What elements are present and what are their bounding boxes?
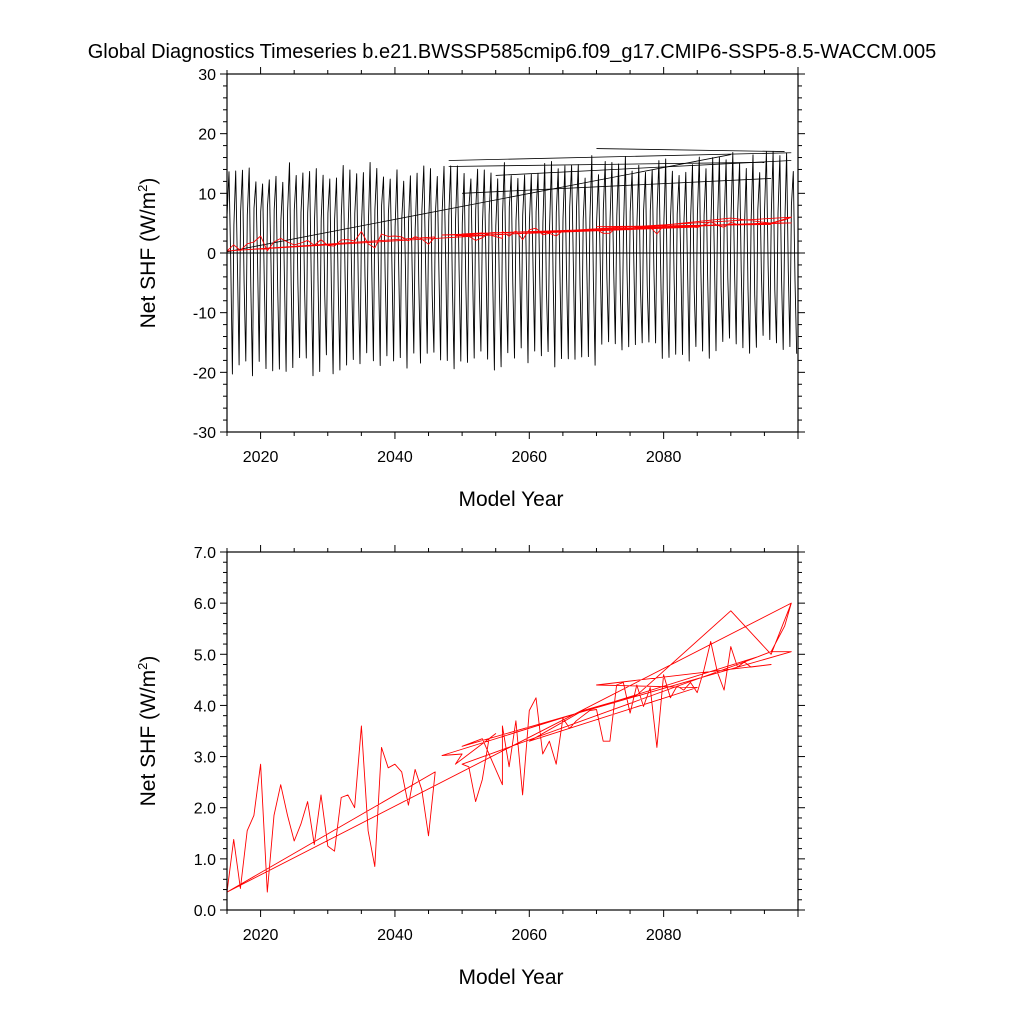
y-axis-label-superscript: 2 [135, 185, 150, 192]
monthly-series-line [226, 150, 798, 377]
series-layer [226, 602, 792, 893]
y-axis-label-close: ) [137, 656, 160, 663]
y-tick-label: 0.0 [194, 903, 216, 920]
monthly-timeseries-panel: 2020 2040 2060 2080 -30 -20 -10 0 10 20 30 Model Y… [135, 67, 805, 511]
annual-mean-line [226, 216, 792, 252]
y-tick-label: 4.0 [194, 698, 216, 715]
y-tick-label: 1.0 [194, 852, 216, 869]
y-axis-label: Net SHF (W/m2) [135, 656, 160, 807]
y-tick-label: -30 [193, 425, 216, 442]
monthly-wrap-line [448, 152, 792, 161]
y-axis-label: Net SHF (W/m2) [135, 178, 160, 329]
y-tick-label: 5.0 [194, 647, 216, 664]
x-tick-label: 2040 [377, 927, 413, 944]
monthly-wrap-line [462, 178, 772, 194]
x-tick-label: 2020 [243, 449, 279, 466]
y-tick-label: 2.0 [194, 801, 216, 818]
axis-layer: 2020 2040 2060 2080 0.0 1.0 2.0 3.0 4.0 5.0 6.0 7.0 [194, 545, 805, 944]
x-tick-label: 2060 [511, 449, 547, 466]
plot-frame [226, 551, 799, 911]
y-tick-label: 20 [198, 127, 216, 144]
series-layer [226, 148, 798, 377]
monthly-wrap-line [226, 154, 731, 253]
x-axis-label: Model Year [458, 966, 563, 989]
y-tick-label: 10 [198, 186, 216, 203]
y-tick-label: -20 [193, 365, 216, 382]
y-tick-label: 0 [207, 246, 216, 263]
monthly-wrap-line [495, 160, 792, 176]
y-axis-label-text: Net SHF (W/m [137, 192, 160, 329]
x-axis-label: Model Year [458, 488, 563, 511]
y-tick-label: 6.0 [194, 596, 216, 613]
y-axis-label-superscript: 2 [135, 663, 150, 670]
x-tick-label: 2060 [511, 927, 547, 944]
y-tick-label: -10 [193, 306, 216, 323]
figure-title: Global Diagnostics Timeseries b.e21.BWSS… [88, 41, 937, 63]
y-tick-label: 7.0 [194, 545, 216, 562]
x-tick-label: 2080 [646, 927, 682, 944]
annual-mean-panel: 2020 2040 2060 2080 0.0 1.0 2.0 3.0 4.0 5.0 6.0 7.0… [135, 545, 805, 989]
y-axis-label-text: Net SHF (W/m [137, 670, 160, 807]
x-tick-label: 2040 [377, 449, 413, 466]
y-tick-label: 3.0 [194, 750, 216, 767]
y-axis-label-close: ) [137, 178, 160, 185]
monthly-wrap-line [596, 148, 785, 152]
x-tick-label: 2020 [243, 927, 279, 944]
annual-mean-line [226, 602, 792, 893]
axis-layer: 2020 2040 2060 2080 -30 -20 -10 0 10 20 30 [193, 67, 805, 466]
x-tick-label: 2080 [646, 449, 682, 466]
monthly-wrap-line [448, 161, 765, 167]
y-tick-label: 30 [198, 67, 216, 84]
